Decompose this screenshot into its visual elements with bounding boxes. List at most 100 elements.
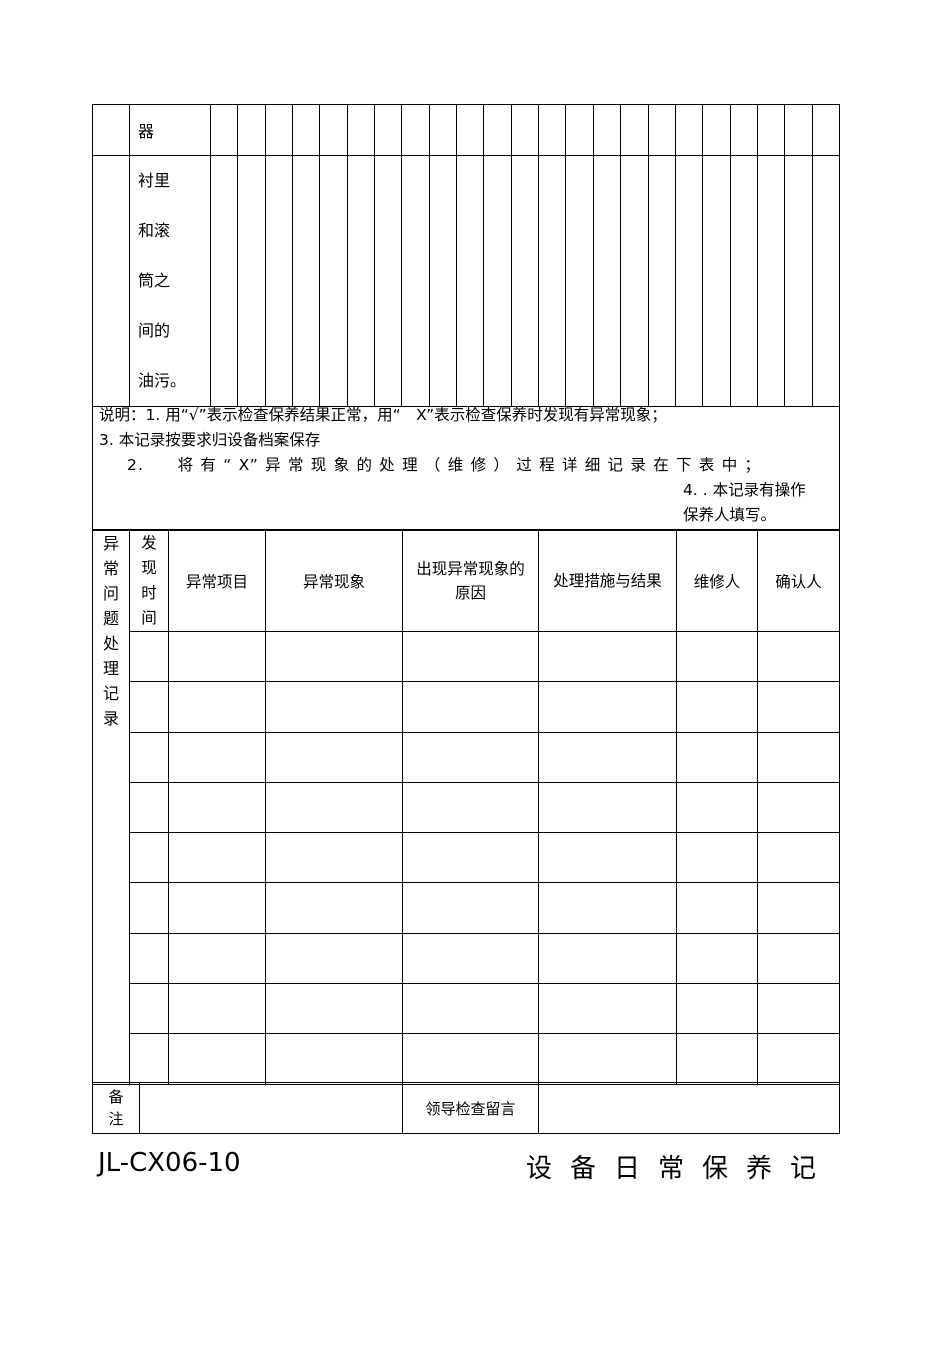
check-cell[interactable]	[592, 104, 622, 156]
record-cell[interactable]	[129, 932, 169, 985]
check-cell[interactable]	[319, 155, 348, 407]
check-cell[interactable]	[647, 104, 676, 156]
check-cell[interactable]	[346, 104, 376, 156]
check-cell[interactable]	[620, 104, 649, 156]
check-cell[interactable]	[674, 104, 704, 156]
record-cell[interactable]	[757, 630, 840, 683]
record-cell[interactable]	[402, 832, 539, 884]
check-cell[interactable]	[456, 155, 485, 407]
record-cell[interactable]	[168, 832, 266, 884]
record-cell[interactable]	[676, 630, 758, 683]
record-cell[interactable]	[168, 882, 266, 934]
remarks-field[interactable]	[139, 1082, 403, 1134]
record-cell[interactable]	[402, 1033, 539, 1085]
check-cell[interactable]	[510, 104, 540, 156]
record-cell[interactable]	[676, 832, 758, 884]
record-cell[interactable]	[757, 681, 840, 733]
check-cell[interactable]	[237, 155, 266, 407]
record-cell[interactable]	[402, 932, 539, 985]
record-cell[interactable]	[129, 1033, 169, 1085]
record-cell[interactable]	[402, 731, 539, 783]
record-cell[interactable]	[168, 781, 266, 834]
record-cell[interactable]	[676, 882, 758, 934]
check-cell[interactable]	[756, 155, 786, 407]
check-cell[interactable]	[565, 104, 594, 156]
record-cell[interactable]	[757, 932, 840, 985]
record-cell[interactable]	[538, 630, 677, 683]
check-cell[interactable]	[538, 104, 567, 156]
check-cell[interactable]	[565, 155, 594, 407]
check-cell[interactable]	[811, 155, 840, 407]
check-cell[interactable]	[811, 104, 840, 156]
record-cell[interactable]	[265, 1033, 403, 1085]
record-cell[interactable]	[676, 1033, 758, 1085]
record-cell[interactable]	[129, 832, 169, 884]
check-cell[interactable]	[620, 155, 649, 407]
check-cell[interactable]	[428, 104, 458, 156]
record-cell[interactable]	[168, 983, 266, 1035]
record-cell[interactable]	[129, 630, 169, 683]
record-cell[interactable]	[265, 832, 403, 884]
record-cell[interactable]	[265, 983, 403, 1035]
record-cell[interactable]	[402, 781, 539, 834]
check-cell[interactable]	[510, 155, 540, 407]
record-cell[interactable]	[402, 681, 539, 733]
record-cell[interactable]	[265, 731, 403, 783]
check-cell[interactable]	[538, 155, 567, 407]
record-cell[interactable]	[265, 882, 403, 934]
record-cell[interactable]	[168, 932, 266, 985]
check-cell[interactable]	[674, 155, 704, 407]
check-cell[interactable]	[702, 104, 731, 156]
record-cell[interactable]	[168, 681, 266, 733]
record-cell[interactable]	[129, 781, 169, 834]
check-cell[interactable]	[483, 104, 512, 156]
check-cell[interactable]	[292, 155, 321, 407]
record-cell[interactable]	[129, 983, 169, 1035]
check-cell[interactable]	[756, 104, 786, 156]
record-cell[interactable]	[129, 681, 169, 733]
check-cell[interactable]	[401, 155, 430, 407]
record-cell[interactable]	[676, 932, 758, 985]
record-cell[interactable]	[168, 1033, 266, 1085]
check-cell[interactable]	[264, 155, 294, 407]
check-cell[interactable]	[209, 104, 239, 156]
record-cell[interactable]	[402, 630, 539, 683]
check-cell[interactable]	[702, 155, 731, 407]
record-cell[interactable]	[757, 1033, 840, 1085]
check-cell[interactable]	[456, 104, 485, 156]
check-cell[interactable]	[784, 155, 813, 407]
record-cell[interactable]	[538, 681, 677, 733]
record-cell[interactable]	[757, 731, 840, 783]
check-cell[interactable]	[729, 104, 758, 156]
record-cell[interactable]	[676, 681, 758, 733]
check-cell[interactable]	[374, 155, 403, 407]
check-cell[interactable]	[592, 155, 622, 407]
record-cell[interactable]	[538, 731, 677, 783]
record-cell[interactable]	[757, 882, 840, 934]
check-cell[interactable]	[346, 155, 376, 407]
record-cell[interactable]	[757, 832, 840, 884]
record-cell[interactable]	[168, 731, 266, 783]
record-cell[interactable]	[265, 781, 403, 834]
record-cell[interactable]	[538, 781, 677, 834]
check-cell[interactable]	[374, 104, 403, 156]
record-cell[interactable]	[402, 882, 539, 934]
check-cell[interactable]	[401, 104, 430, 156]
record-cell[interactable]	[402, 983, 539, 1035]
record-cell[interactable]	[265, 932, 403, 985]
check-cell[interactable]	[319, 104, 348, 156]
check-cell[interactable]	[784, 104, 813, 156]
check-cell[interactable]	[428, 155, 458, 407]
record-cell[interactable]	[538, 983, 677, 1035]
record-cell[interactable]	[129, 882, 169, 934]
record-cell[interactable]	[676, 983, 758, 1035]
check-cell[interactable]	[729, 155, 758, 407]
record-cell[interactable]	[538, 932, 677, 985]
check-cell[interactable]	[647, 155, 676, 407]
record-cell[interactable]	[757, 983, 840, 1035]
record-cell[interactable]	[538, 1033, 677, 1085]
check-cell[interactable]	[292, 104, 321, 156]
check-cell[interactable]	[483, 155, 512, 407]
record-cell[interactable]	[129, 731, 169, 783]
record-cell[interactable]	[676, 731, 758, 783]
